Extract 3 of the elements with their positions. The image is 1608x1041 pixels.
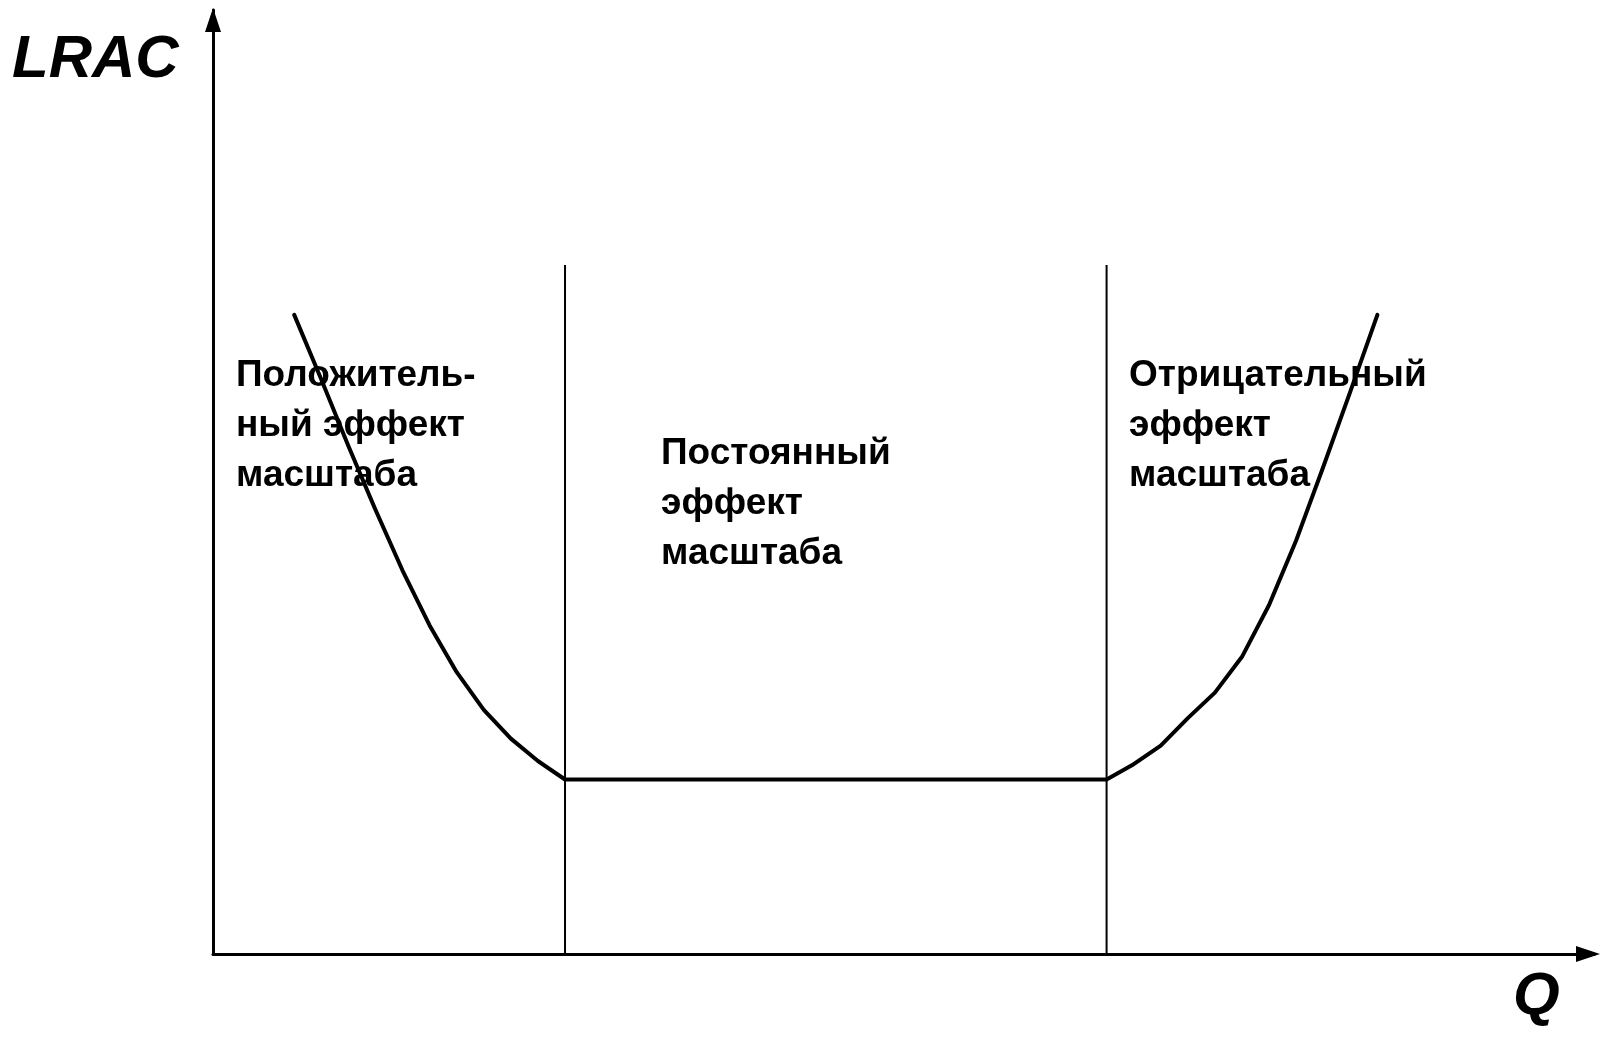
annotation: Постоянный эффект масштаба xyxy=(661,430,891,572)
x-axis-title: Q xyxy=(1513,959,1560,1027)
y-axis-title: LRAC xyxy=(12,22,181,90)
